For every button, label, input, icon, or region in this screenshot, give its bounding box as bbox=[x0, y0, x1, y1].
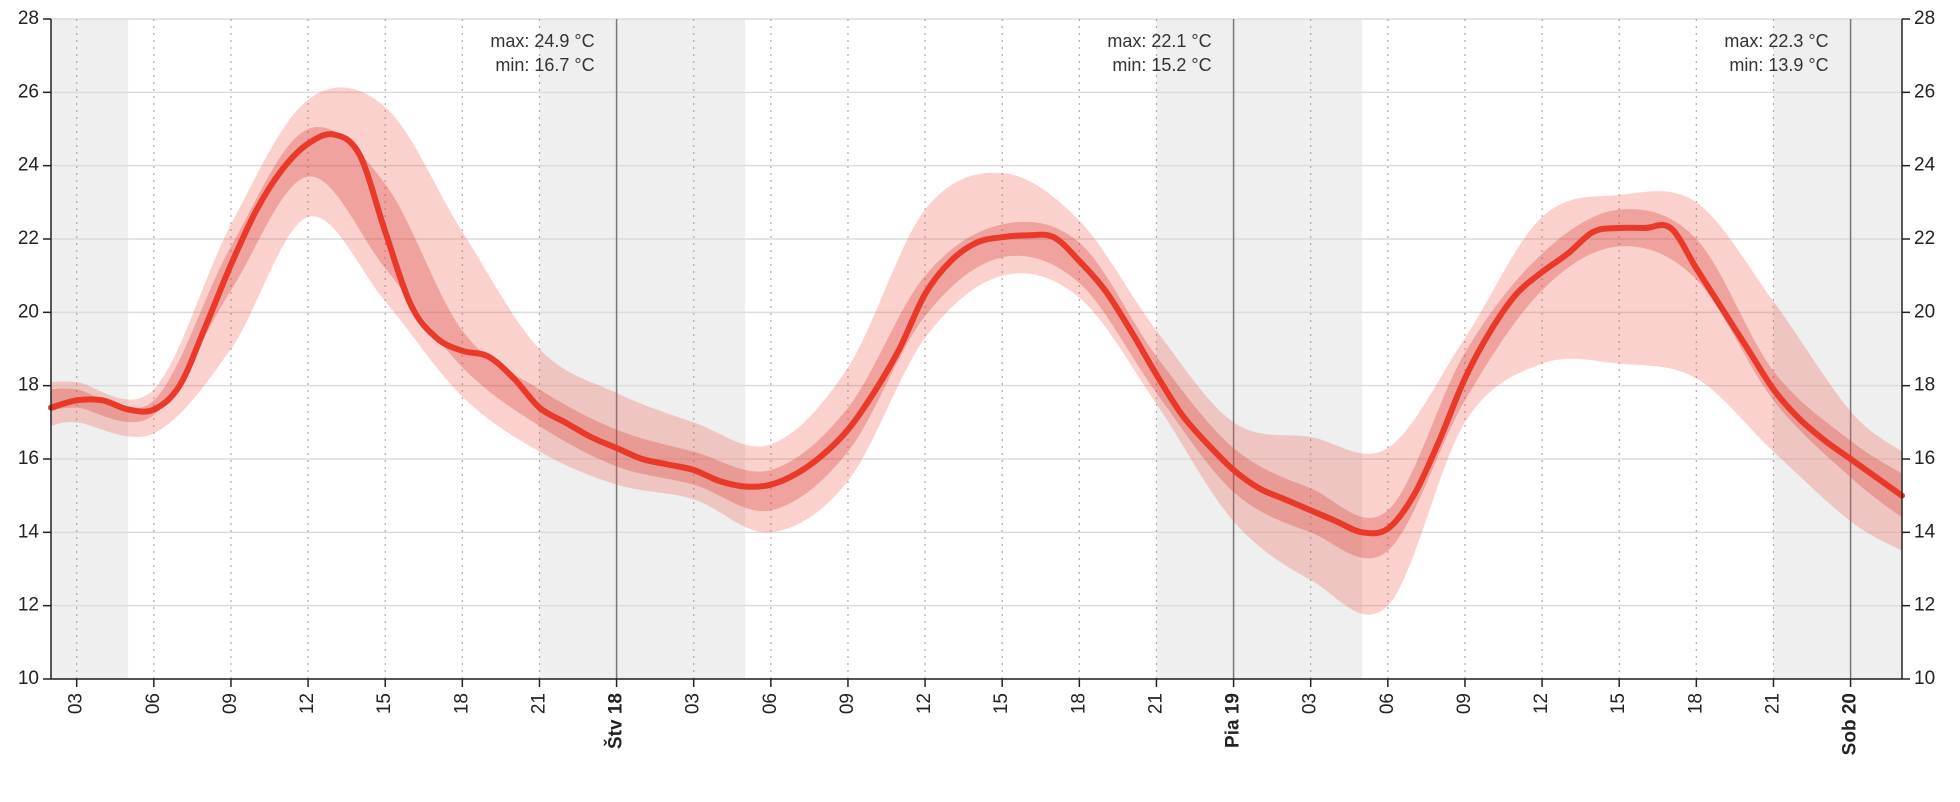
x-tick-label: 12 bbox=[1531, 693, 1552, 714]
night-shade bbox=[1156, 19, 1363, 679]
x-tick-label: 21 bbox=[528, 693, 549, 714]
x-tick-label: 03 bbox=[683, 693, 704, 714]
x-tick-label: 18 bbox=[1068, 693, 1089, 714]
x-tick-label: 12 bbox=[297, 693, 318, 714]
x-tick-label: 03 bbox=[66, 693, 87, 714]
x-tick-label: 06 bbox=[143, 693, 164, 714]
y-tick-label: 18 bbox=[1914, 375, 1935, 396]
y-tick-label: 12 bbox=[1914, 595, 1935, 616]
y-tick-label: 28 bbox=[18, 8, 39, 29]
y-tick-label: 22 bbox=[1914, 228, 1935, 249]
temperature-line bbox=[48, 131, 1905, 537]
y-tick-label: 22 bbox=[18, 228, 39, 249]
daily-min: min: 15.2 °C bbox=[1112, 55, 1211, 75]
daily-max: max: 24.9 °C bbox=[490, 31, 594, 51]
x-tick-label: 18 bbox=[1685, 693, 1706, 714]
x-tick-label: 15 bbox=[991, 693, 1012, 714]
y-tick-label: 18 bbox=[18, 375, 39, 396]
y-tick-label: 20 bbox=[1914, 301, 1935, 322]
daily-max: max: 22.3 °C bbox=[1724, 31, 1828, 51]
x-tick-label: 09 bbox=[1454, 693, 1475, 714]
uncertainty-band bbox=[51, 87, 1902, 615]
y-tick-label: 14 bbox=[18, 521, 40, 542]
x-tick-label: Sob 20 bbox=[1840, 693, 1861, 755]
y-tick-label: 16 bbox=[18, 448, 39, 469]
x-tick-label: 15 bbox=[1608, 693, 1629, 714]
x-tick-label: 21 bbox=[1145, 693, 1166, 714]
y-tick-label: 14 bbox=[1914, 521, 1936, 542]
y-tick-label: 12 bbox=[18, 595, 39, 616]
x-tick-label: 21 bbox=[1762, 693, 1783, 714]
x-tick-label: 18 bbox=[451, 693, 472, 714]
y-tick-label: 26 bbox=[1914, 81, 1935, 102]
x-tick-label: Štv 18 bbox=[605, 693, 627, 749]
night-shade bbox=[539, 19, 746, 679]
y-tick-label: 16 bbox=[1914, 448, 1935, 469]
x-tick-label: 03 bbox=[1300, 693, 1321, 714]
x-tick-label: 06 bbox=[760, 693, 781, 714]
daily-min: min: 16.7 °C bbox=[495, 55, 594, 75]
y-tick-label: 20 bbox=[18, 301, 39, 322]
daily-min: min: 13.9 °C bbox=[1729, 55, 1828, 75]
x-tick-label: 06 bbox=[1377, 693, 1398, 714]
y-tick-label: 10 bbox=[18, 668, 39, 689]
daily-max: max: 22.1 °C bbox=[1107, 31, 1211, 51]
y-tick-label: 26 bbox=[18, 81, 39, 102]
y-tick-label: 10 bbox=[1914, 668, 1935, 689]
x-tick-label: Pia 19 bbox=[1223, 693, 1244, 748]
y-tick-label: 24 bbox=[1914, 155, 1936, 176]
x-tick-label: 09 bbox=[837, 693, 858, 714]
x-tick-label: 12 bbox=[914, 693, 935, 714]
night-shade bbox=[1773, 19, 1902, 679]
y-tick-label: 28 bbox=[1914, 8, 1935, 29]
uncertainty-band bbox=[51, 126, 1902, 559]
x-tick-label: 15 bbox=[374, 693, 395, 714]
y-tick-label: 24 bbox=[18, 155, 40, 176]
x-tick-label: 09 bbox=[220, 693, 241, 714]
night-shade bbox=[51, 19, 129, 679]
